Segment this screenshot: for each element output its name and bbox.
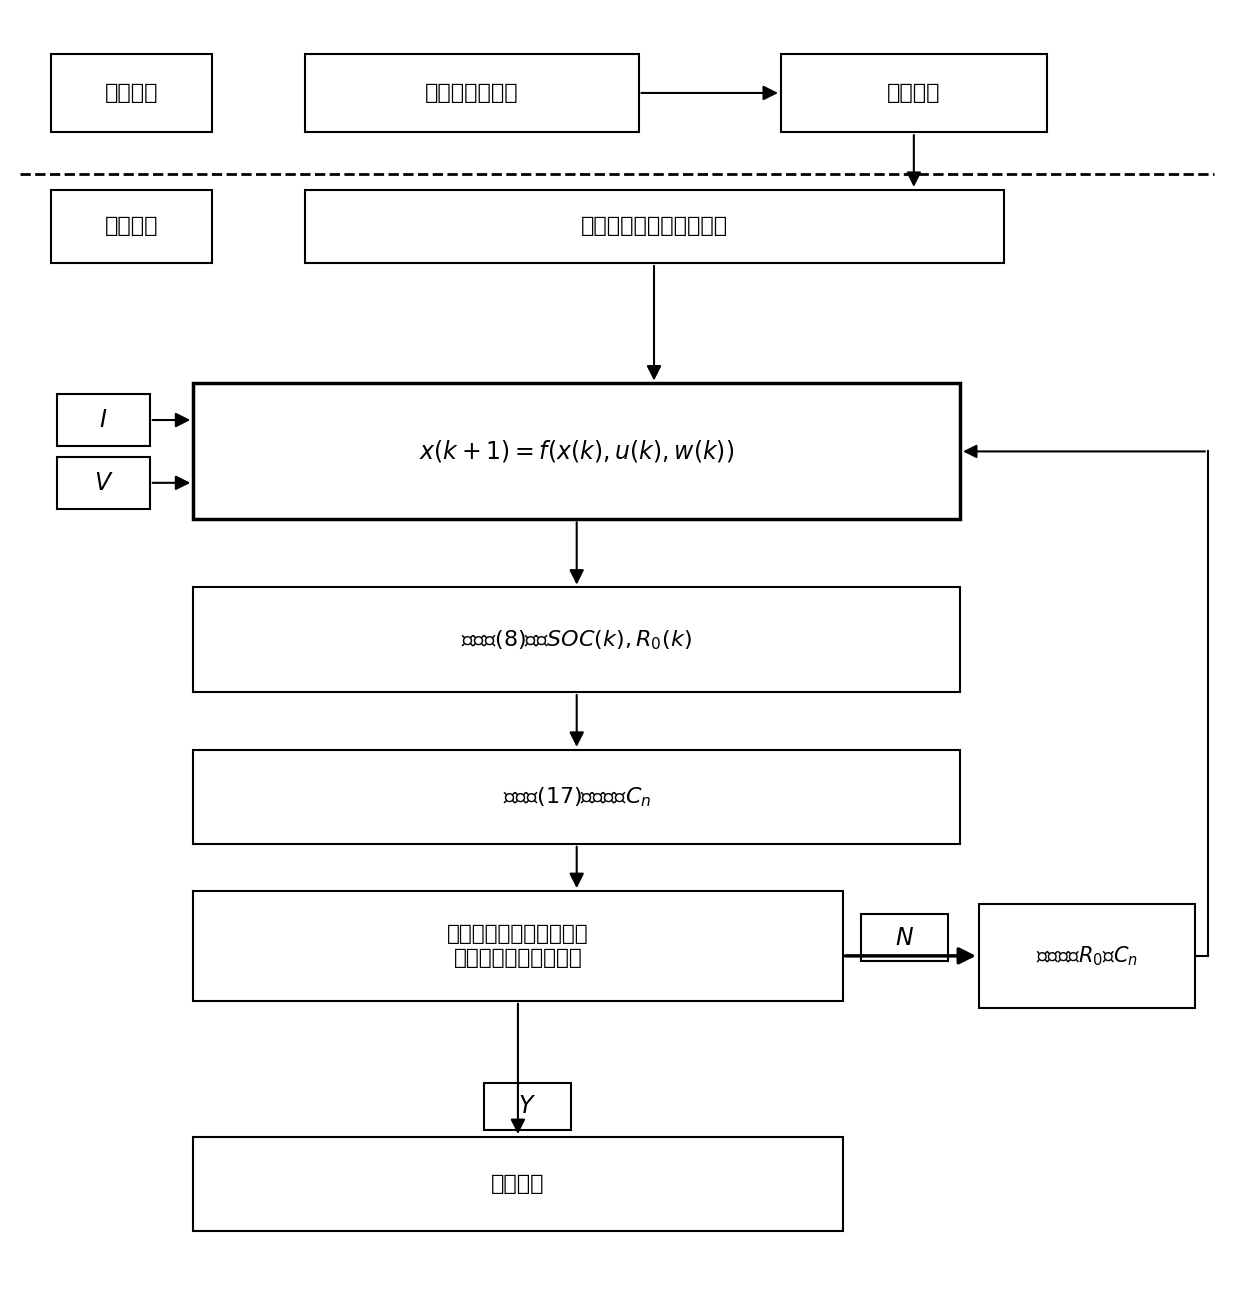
Text: 更换电池: 更换电池 [491, 1175, 544, 1194]
FancyBboxPatch shape [484, 1083, 570, 1130]
FancyBboxPatch shape [57, 393, 150, 446]
FancyBboxPatch shape [978, 903, 1195, 1008]
FancyBboxPatch shape [193, 750, 960, 844]
FancyBboxPatch shape [862, 914, 947, 961]
FancyBboxPatch shape [57, 456, 150, 509]
FancyBboxPatch shape [193, 891, 843, 1000]
Text: $x(k+1) = f(x(k), u(k), w(k))$: $x(k+1) = f(x(k), u(k), w(k))$ [419, 438, 734, 464]
Text: 更新参数$R_0$和$C_n$: 更新参数$R_0$和$C_n$ [1037, 944, 1138, 968]
Text: 根据式(8)求出$SOC(k), R_0(k)$: 根据式(8)求出$SOC(k), R_0(k)$ [461, 628, 692, 652]
FancyBboxPatch shape [193, 383, 960, 519]
FancyBboxPatch shape [51, 190, 212, 264]
FancyBboxPatch shape [305, 54, 639, 132]
Text: $I$: $I$ [99, 408, 108, 433]
Text: 电池等效电路模型初始化: 电池等效电路模型初始化 [580, 216, 728, 236]
Text: 参数辨识: 参数辨识 [887, 83, 941, 104]
Text: $N$: $N$ [895, 926, 914, 949]
FancyBboxPatch shape [51, 54, 212, 132]
FancyBboxPatch shape [305, 190, 1003, 264]
FancyBboxPatch shape [193, 1137, 843, 1231]
Text: 利用式(17)更新容量$C_n$: 利用式(17)更新容量$C_n$ [502, 785, 651, 809]
FancyBboxPatch shape [193, 587, 960, 692]
Text: $V$: $V$ [94, 471, 113, 494]
Text: 根据更新的容量判断电池
是否到达寿命终止状态: 根据更新的容量判断电池 是否到达寿命终止状态 [448, 924, 589, 968]
Text: $Y$: $Y$ [518, 1095, 536, 1118]
Text: 离线处理: 离线处理 [104, 83, 157, 104]
Text: 在线处理: 在线处理 [104, 216, 157, 236]
Text: 电池充放电测试: 电池充放电测试 [425, 83, 518, 104]
FancyBboxPatch shape [781, 54, 1047, 132]
